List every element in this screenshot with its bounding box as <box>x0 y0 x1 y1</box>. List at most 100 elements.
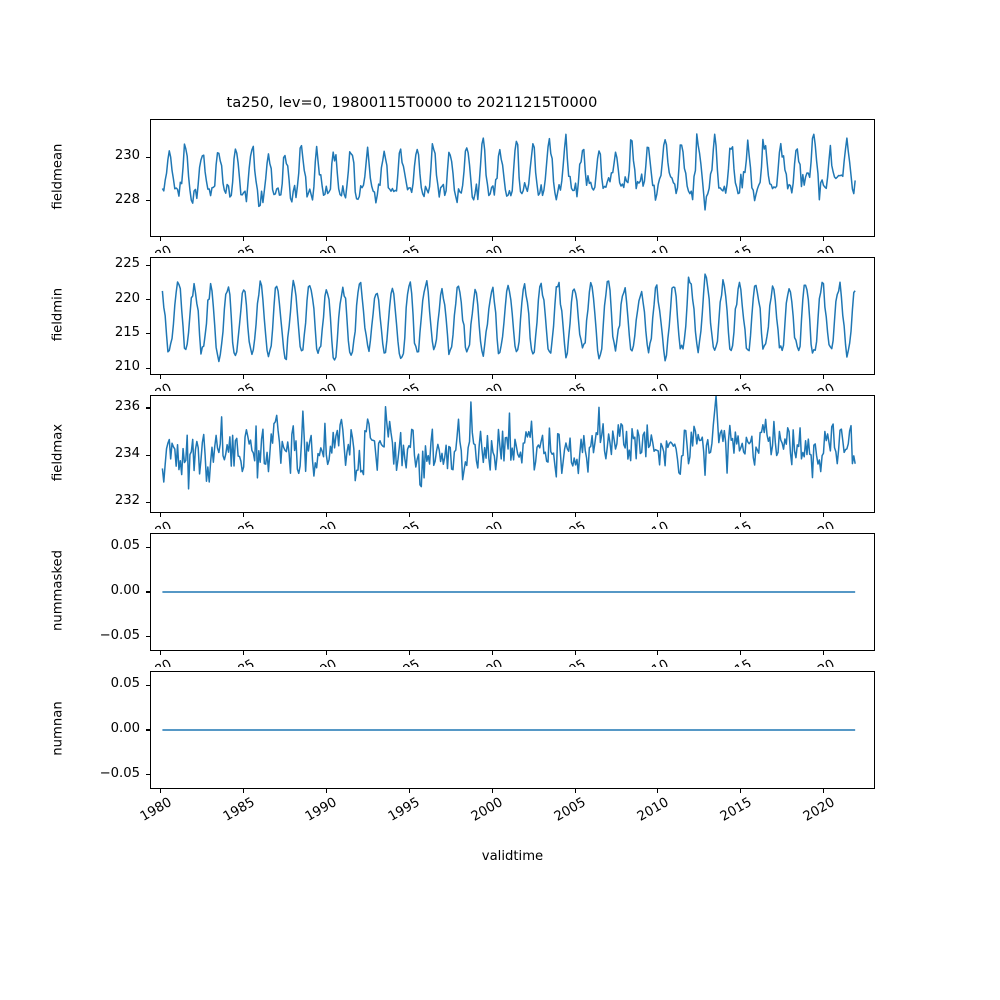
y-tick-mark-numnan <box>146 774 150 776</box>
plot-area-fieldmax <box>151 396 874 512</box>
y-tick-mark-fieldmax <box>146 501 150 503</box>
y-tick-label-fieldmin-3: 225 <box>114 256 140 272</box>
subplot-fieldmean <box>150 119 875 237</box>
y-tick-mark-numnan <box>146 684 150 686</box>
y-tick-label-numnan-1: 0.00 <box>110 721 140 736</box>
x-tick-mark <box>823 513 825 517</box>
x-tick-mark <box>491 789 493 793</box>
y-tick-mark-nummasked <box>146 636 150 638</box>
y-tick-mark-fieldmin <box>146 367 150 369</box>
subplot-nummasked <box>150 533 875 651</box>
y-tick-label-fieldmin-2: 220 <box>114 290 140 306</box>
x-tick-mark <box>740 651 742 655</box>
y-tick-label-fieldmax-1: 234 <box>114 446 140 462</box>
y-tick-label-fieldmin-0: 210 <box>114 359 140 375</box>
x-tick-label-1980: 1980 <box>63 519 175 529</box>
y-tick-label-numnan-0: −0.05 <box>99 765 140 781</box>
plot-area-nummasked <box>151 534 874 650</box>
x-tick-mark <box>823 237 825 241</box>
x-tick-mark <box>325 375 328 379</box>
y-axis-label-fieldmin: fieldmin <box>50 287 66 342</box>
x-tick-mark <box>657 513 659 517</box>
y-tick-label-fieldmax-2: 236 <box>114 398 140 414</box>
x-tick-mark <box>325 513 328 517</box>
x-axis-label: validtime <box>481 849 544 864</box>
y-tick-label-nummasked-2: 0.05 <box>110 538 140 554</box>
x-tick-mark <box>574 237 576 241</box>
x-tick-mark <box>325 789 328 793</box>
x-tick-mark <box>740 237 742 241</box>
x-tick-mark <box>657 375 659 379</box>
x-tick-mark <box>491 375 493 379</box>
x-tick-label-1980: 1980 <box>63 381 175 391</box>
subplot-numnan <box>150 671 875 789</box>
x-tick-mark <box>657 651 659 655</box>
y-tick-mark-fieldmax <box>146 454 150 456</box>
x-tick-mark <box>740 375 742 379</box>
data-line-fieldmean <box>162 134 855 210</box>
x-tick-mark <box>160 375 162 379</box>
data-line-fieldmax <box>162 396 855 489</box>
data-line-fieldmin <box>162 274 855 361</box>
y-tick-mark-fieldmax <box>146 407 150 409</box>
x-tick-mark <box>243 513 245 517</box>
y-axis-label-nummasked: nummasked <box>50 550 66 632</box>
x-tick-mark <box>408 789 410 793</box>
x-tick-mark <box>408 513 410 517</box>
x-tick-mark <box>160 237 162 241</box>
x-tick-mark <box>574 375 576 379</box>
y-tick-mark-fieldmin <box>146 333 150 335</box>
y-tick-mark-fieldmin <box>146 298 150 301</box>
y-axis-label-fieldmean: fieldmean <box>50 143 66 210</box>
y-tick-mark-fieldmin <box>146 264 150 266</box>
x-tick-mark <box>160 789 162 793</box>
x-tick-mark <box>823 789 825 793</box>
x-tick-mark <box>657 237 659 241</box>
y-tick-mark-fieldmean <box>146 200 150 202</box>
figure-title-text: ta250, lev=0, 19800115T0000 to 20211215T… <box>226 95 598 111</box>
x-tick-row-numnan: 1980 1985 1990 1995 2000 2005 2010 2015 2020 <box>0 789 1000 849</box>
x-tick-mark <box>160 513 162 517</box>
y-axis-label-fieldmax: fieldmax <box>50 423 66 482</box>
x-tick-mark <box>491 651 493 655</box>
x-tick-mark <box>243 651 245 655</box>
x-tick-mark <box>408 375 410 379</box>
x-tick-mark <box>243 375 245 379</box>
x-tick-mark <box>325 237 328 241</box>
x-tick-mark <box>160 651 162 655</box>
x-tick-mark <box>243 237 245 241</box>
y-axis-label-numnan: numnan <box>50 701 66 756</box>
x-tick-mark <box>574 651 576 655</box>
x-tick-mark <box>574 513 576 517</box>
x-tick-mark <box>740 789 742 793</box>
x-tick-label-1980: 1980 <box>63 243 175 253</box>
plot-area-fieldmin <box>151 258 874 374</box>
x-tick-mark <box>491 513 493 517</box>
y-tick-label-nummasked-1: 0.00 <box>110 583 140 598</box>
y-tick-mark-nummasked <box>146 546 150 548</box>
subplot-fieldmin <box>150 257 875 375</box>
y-tick-mark-numnan <box>146 729 150 731</box>
y-tick-label-fieldmax-0: 232 <box>114 493 140 509</box>
plot-area-numnan <box>151 672 874 788</box>
x-tick-mark <box>823 651 825 655</box>
x-tick-mark <box>491 237 493 241</box>
x-tick-mark <box>408 237 410 241</box>
y-tick-label-nummasked-0: −0.05 <box>99 627 140 643</box>
x-tick-mark <box>740 513 742 517</box>
y-tick-mark-nummasked <box>146 591 150 593</box>
x-tick-mark <box>243 789 245 793</box>
x-tick-label-1980: 1980 <box>137 795 175 825</box>
x-tick-mark <box>325 651 328 655</box>
subplot-fieldmax <box>150 395 875 513</box>
x-tick-mark <box>823 375 825 379</box>
y-tick-mark-fieldmean <box>146 156 150 158</box>
plot-area-fieldmean <box>151 120 874 236</box>
x-tick-mark <box>408 651 410 655</box>
y-tick-label-fieldmean-1: 230 <box>114 148 140 164</box>
